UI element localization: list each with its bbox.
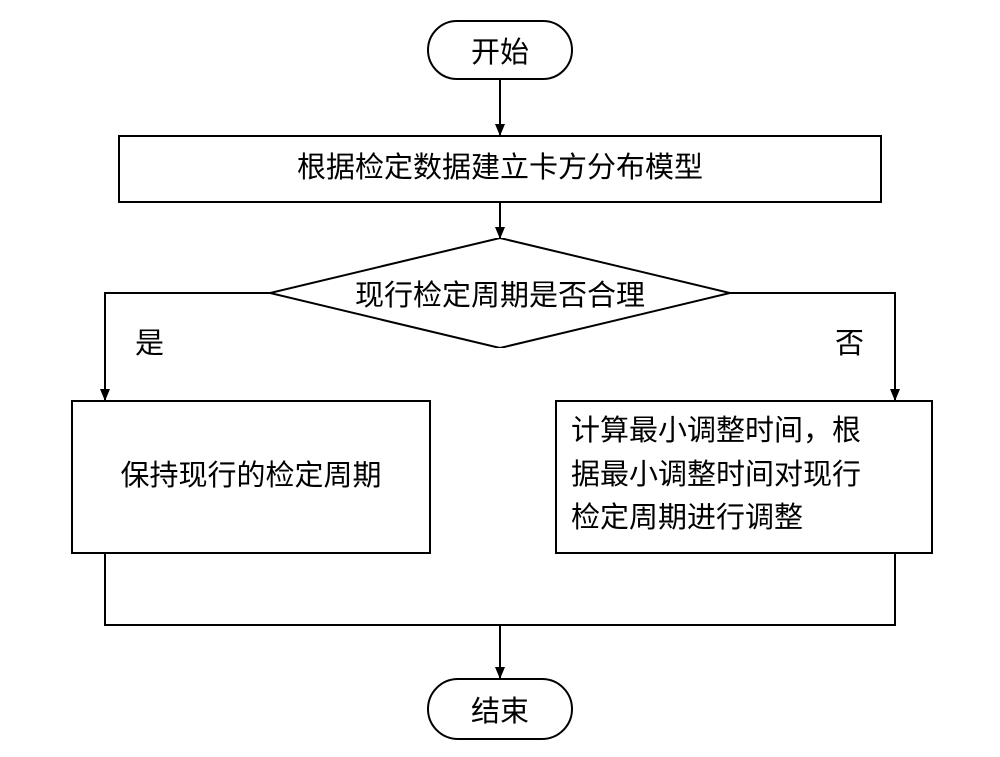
- adjust-line-3: 检定周期进行调整: [571, 497, 917, 541]
- build-model-label: 根据检定数据建立卡方分布模型: [297, 147, 703, 191]
- yes-label: 是: [135, 320, 164, 362]
- decision-node: 现行检定周期是否合理: [270, 238, 730, 348]
- build-model-node: 根据检定数据建立卡方分布模型: [118, 135, 882, 203]
- edges-layer: [0, 0, 1000, 757]
- adjust-line-2: 据最小调整时间对现行: [571, 454, 917, 498]
- decision-label: 现行检定周期是否合理: [355, 280, 645, 312]
- start-node: 开始: [427, 20, 573, 80]
- start-label: 开始: [471, 29, 529, 71]
- adjust-cycle-node: 计算最小调整时间，根 据最小调整时间对现行 检定周期进行调整: [555, 400, 933, 554]
- keep-cycle-node: 保持现行的检定周期: [71, 400, 431, 554]
- flowchart-canvas: 开始 根据检定数据建立卡方分布模型 现行检定周期是否合理 是 否 保持现行的检定…: [0, 0, 1000, 757]
- end-node: 结束: [427, 678, 573, 740]
- end-label: 结束: [471, 688, 529, 730]
- no-label: 否: [835, 320, 864, 362]
- adjust-line-1: 计算最小调整时间，根: [571, 410, 917, 454]
- keep-cycle-label: 保持现行的检定周期: [120, 455, 381, 499]
